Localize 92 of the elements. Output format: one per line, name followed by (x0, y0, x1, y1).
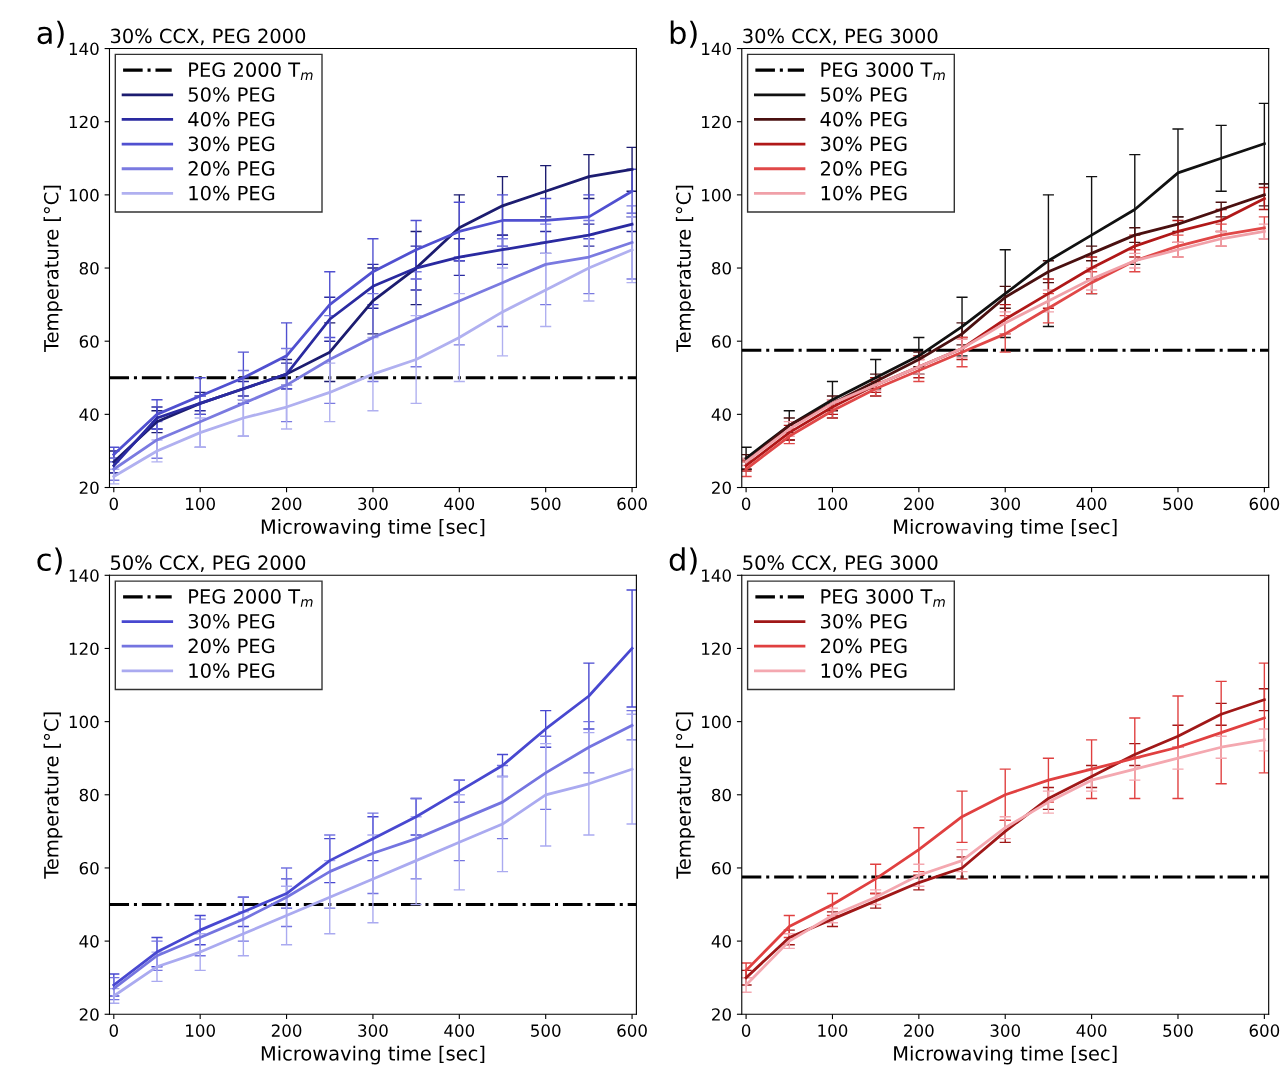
x-tick-label: 400 (1076, 497, 1107, 511)
x-tick-label: 600 (1249, 497, 1280, 511)
y-tick-label: 80 (711, 262, 731, 275)
y-tick-label: 80 (79, 262, 99, 275)
y-tick-label: 20 (712, 1008, 731, 1021)
x-tick-label: 500 (531, 497, 561, 511)
x-tick-label: 300 (358, 1024, 388, 1037)
legend-label: 20% PEG (820, 161, 907, 176)
legend-label: PEG 2000 T$_{m}$ (189, 589, 313, 607)
x-tick-label: 200 (271, 497, 302, 511)
y-tick-label: 40 (711, 408, 731, 421)
legend-label: 30% PEG (821, 613, 907, 629)
legend-label: 10% PEG (821, 185, 907, 201)
legend-label: 10% PEG (821, 663, 907, 678)
legend-label: 30% PEG (188, 136, 275, 152)
y-tick-label: 80 (79, 788, 99, 802)
legend-label: PEG 3000 T$_{m}$ (821, 62, 945, 80)
y-axis-title: Temperature [°C] (43, 712, 63, 879)
y-tick-label: 120 (69, 115, 99, 129)
x-tick-label: 200 (271, 1024, 302, 1037)
x-axis-title: Microwaving time [sec] (261, 518, 485, 538)
x-tick-label: 0 (741, 497, 751, 511)
text: c) (37, 547, 62, 575)
legend-label: 40% PEG (188, 111, 275, 127)
x-tick-label: 100 (818, 497, 848, 511)
y-tick-label: 80 (711, 788, 731, 802)
text: b) (670, 20, 697, 48)
x-tick-label: 0 (109, 1024, 118, 1037)
x-tick-label: 300 (358, 497, 388, 511)
y-tick-label: 20 (712, 481, 731, 495)
y-tick-label: 40 (79, 408, 99, 421)
x-tick-label: 600 (617, 1024, 647, 1037)
y-tick-label: 100 (69, 715, 99, 729)
y-tick-label: 140 (69, 42, 99, 56)
chart-title: 50% CCX, PEG 2000 (110, 555, 306, 573)
y-tick-label: 120 (702, 115, 731, 129)
x-tick-label: 200 (904, 497, 934, 511)
legend-label: 10% PEG (189, 185, 275, 201)
x-tick-label: 0 (741, 1024, 751, 1037)
x-tick-label: 600 (617, 497, 647, 511)
legend-label: 20% PEG (188, 638, 275, 654)
y-tick-label: 100 (69, 188, 99, 202)
y-axis-title: Temperature [°C] (43, 185, 63, 352)
y-tick-label: 140 (702, 569, 731, 582)
y-tick-label: 120 (69, 642, 99, 656)
x-tick-label: 500 (531, 1024, 561, 1037)
x-tick-label: 100 (186, 497, 215, 511)
x-tick-label: 400 (1076, 1024, 1107, 1037)
y-tick-label: 120 (702, 642, 731, 656)
legend-label: PEG 2000 T$_{m}$ (189, 62, 313, 80)
legend-label: 40% PEG (820, 111, 907, 127)
x-axis-title: Microwaving time [sec] (894, 1045, 1117, 1065)
y-tick-label: 60 (712, 335, 731, 348)
legend-label: 20% PEG (820, 638, 907, 654)
legend-label: PEG 3000 T$_{m}$ (821, 589, 945, 607)
x-tick-label: 500 (1163, 497, 1193, 511)
legend-label: 50% PEG (821, 87, 907, 102)
chart-title: 30% CCX, PEG 3000 (743, 28, 938, 46)
y-tick-label: 40 (79, 935, 99, 948)
chart-title: 50% CCX, PEG 3000 (743, 555, 938, 573)
y-axis-title: Temperature [°C] (675, 185, 695, 352)
legend-label: 30% PEG (821, 136, 907, 152)
chart-title: 30% CCX, PEG 2000 (110, 28, 306, 46)
y-tick-label: 60 (712, 861, 731, 875)
y-tick-label: 40 (711, 935, 731, 948)
x-tick-label: 200 (904, 1024, 934, 1037)
x-tick-label: 100 (818, 1024, 848, 1037)
y-tick-label: 60 (79, 861, 99, 875)
legend-label: 30% PEG (188, 613, 275, 629)
y-tick-label: 100 (702, 715, 731, 729)
x-tick-label: 600 (1249, 1024, 1280, 1037)
y-axis-title: Temperature [°C] (675, 712, 695, 879)
text: a) (37, 20, 64, 48)
y-tick-label: 140 (69, 569, 99, 582)
y-tick-label: 140 (702, 42, 731, 56)
x-tick-label: 400 (444, 497, 475, 511)
legend-label: 50% PEG (188, 87, 275, 102)
x-tick-label: 100 (186, 1024, 215, 1037)
x-tick-label: 500 (1163, 1024, 1193, 1037)
y-tick-label: 20 (79, 481, 99, 495)
x-tick-label: 0 (109, 497, 118, 511)
legend-label: 10% PEG (189, 663, 275, 678)
text: d) (669, 547, 697, 575)
x-tick-label: 300 (990, 1024, 1021, 1037)
x-tick-label: 400 (444, 1024, 475, 1037)
x-axis-title: Microwaving time [sec] (261, 1045, 485, 1065)
y-tick-label: 100 (702, 188, 731, 202)
x-axis-title: Microwaving time [sec] (894, 518, 1117, 538)
legend-label: 20% PEG (188, 161, 275, 176)
y-tick-label: 20 (79, 1008, 99, 1021)
y-tick-label: 60 (79, 335, 99, 348)
x-tick-label: 300 (990, 497, 1021, 511)
